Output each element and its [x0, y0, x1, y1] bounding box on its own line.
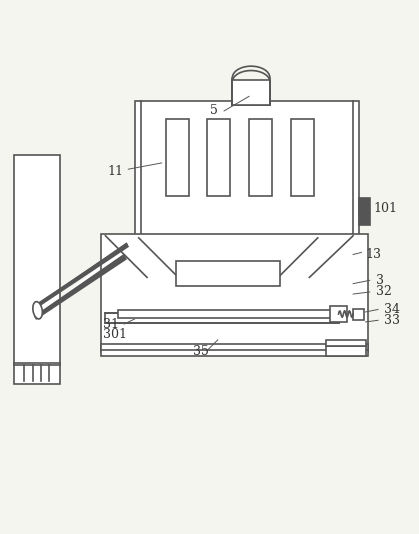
Text: 34: 34 [384, 303, 400, 316]
Bar [360, 198, 370, 225]
Text: 301: 301 [103, 328, 127, 341]
Text: 32: 32 [376, 286, 392, 299]
Bar [118, 310, 343, 318]
Text: 11: 11 [108, 165, 124, 178]
Bar [233, 82, 270, 105]
Text: 5: 5 [210, 105, 217, 117]
Bar [330, 306, 347, 322]
Bar [353, 309, 364, 320]
Bar [326, 340, 366, 346]
Bar [101, 350, 367, 357]
Bar [291, 119, 313, 196]
Bar [101, 344, 367, 352]
Bar [176, 261, 280, 286]
Bar [14, 155, 59, 383]
Bar [233, 80, 270, 105]
Text: 3: 3 [376, 274, 384, 287]
Bar [207, 119, 230, 196]
Bar [249, 119, 272, 196]
Text: 13: 13 [366, 248, 382, 261]
Ellipse shape [33, 302, 42, 319]
Text: 101: 101 [374, 202, 398, 215]
Bar [106, 313, 339, 323]
Bar [166, 119, 189, 196]
Text: 33: 33 [384, 314, 400, 327]
Text: 31: 31 [103, 318, 119, 331]
Text: 35: 35 [193, 344, 209, 358]
Bar [134, 100, 360, 238]
Bar [326, 346, 366, 357]
Bar [101, 234, 367, 350]
